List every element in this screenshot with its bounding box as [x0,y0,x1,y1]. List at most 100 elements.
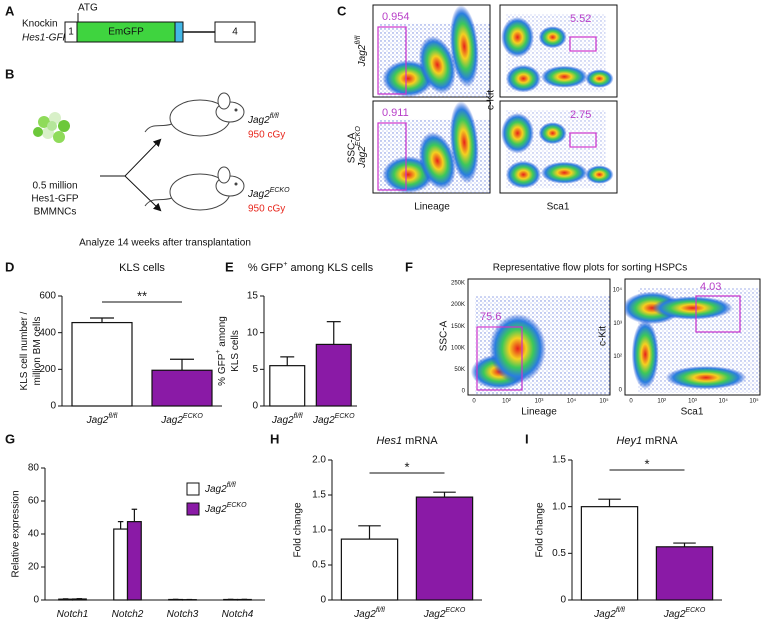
flow-tick-label: 150K [451,324,465,330]
chart-title: KLS cells [119,262,165,274]
recipient-genotype: Jag2ECKO [247,187,290,199]
y-axis-label: Fold change [293,502,304,557]
exon-label: 1 [68,27,74,38]
axis-label: SSC-A [347,132,358,163]
gate-value: 0.954 [382,11,410,23]
flow-tick-label: 10³ [613,321,622,327]
density-blob [418,36,456,94]
y-axis-label: KLS cell number / [19,311,30,390]
flow-tick-label: 0 [629,399,633,405]
gate [695,295,741,333]
arrow [124,175,162,212]
flow-tick-label: 200K [451,302,465,308]
y-tick-label: 1.5 [552,455,566,466]
bar [269,365,306,407]
x-tick-label: Jag2fl/fl [271,413,303,425]
bar [655,546,714,601]
flow-tick-label: 0 [472,399,476,405]
density-blob [652,296,733,320]
exon-label: 4 [232,27,238,38]
flow-tick-label: 10⁴ [613,287,623,294]
gate-value: 0.911 [382,107,409,119]
y-tick-label: 60 [28,496,40,507]
density-blob [585,69,614,88]
panel-label: E [225,259,234,274]
x-tick-label: Notch1 [57,609,89,620]
bar [71,598,87,601]
axis-label: Lineage [521,407,557,418]
significance: * [644,456,649,471]
flow-tick-label: 10⁵ [749,398,759,405]
y-tick-label: 40 [28,529,40,540]
flow-density [470,296,610,395]
y-tick-label: 0.5 [312,560,326,571]
recipient-dose: 950 cGy [248,204,285,215]
axis-label: Sca1 [547,202,570,213]
panel-label: D [5,259,14,274]
y-tick-label: 5 [252,364,258,375]
y-tick-label: 0 [320,595,326,606]
panel-label: H [270,431,279,446]
bar [151,369,213,407]
bar [113,528,129,601]
x-tick-label: Notch4 [222,609,254,620]
density-blob [449,5,479,88]
y-tick-label: 10 [247,327,259,338]
density-blob [540,65,588,88]
mouse [144,92,245,137]
bar [58,598,74,601]
gate [377,122,407,191]
flow-density [378,101,490,193]
y-tick-label: 0.5 [552,548,566,559]
y-axis-label: Fold change [535,502,546,557]
axis-label: Sca1 [681,407,704,418]
x-tick-label: Jag2fl/fl [593,607,625,619]
chart-title: % GFP+ among KLS cells [248,261,374,274]
y-tick-label: 0 [50,401,56,412]
y-axis-label: million BM cells [32,317,43,386]
gfp-label: EmGFP [108,27,144,38]
bar [126,521,142,601]
chart-title: Hes1 mRNA [376,435,438,447]
flow-tick-label: 10⁵ [599,398,609,405]
panel-label: B [5,66,14,81]
x-tick-label: Jag2ECKO [423,607,466,619]
density-blob [631,319,659,390]
x-tick-label: Jag2ECKO [312,413,355,425]
flow-tick-label: 10⁴ [567,398,577,405]
panel-title: Representative flow plots for sorting HS… [493,263,688,274]
axis-label: c-Kit [486,90,497,110]
gate-value: 5.52 [570,13,591,25]
y-tick-label: 80 [28,463,40,474]
bar [340,538,399,601]
bar [580,506,639,601]
flow-density [501,110,614,189]
flow-tick-label: 10³ [535,399,544,405]
donor-label: Hes1-GFP [31,194,79,205]
legend-label: Jag2fl/fl [204,482,236,494]
flow-tick-label: 100K [451,345,465,351]
density-blob [585,165,614,184]
significance: ** [137,288,147,303]
gate-value: 75.6 [480,311,501,323]
gate [569,36,597,52]
x-tick-label: Jag2ECKO [160,413,203,425]
gate [569,132,597,148]
y-tick-label: 0 [560,595,566,606]
recipient-dose: 950 cGy [248,130,285,141]
atg-label: ATG [78,3,98,14]
legend-swatch [186,482,200,496]
axis-label: SSC-A [439,320,450,351]
density-blob [501,112,534,154]
x-tick-label: Jag2fl/fl [86,413,118,425]
arrow [100,138,162,177]
axis-label: Lineage [414,202,450,213]
flow-tick-label: 10⁴ [719,398,729,405]
row-label: Jag2ECKO [355,126,367,169]
y-tick-label: 1.5 [312,490,326,501]
y-tick-label: 1.0 [552,501,566,512]
flow-tick-label: 10² [502,399,511,405]
x-tick-label: Notch3 [167,609,199,620]
